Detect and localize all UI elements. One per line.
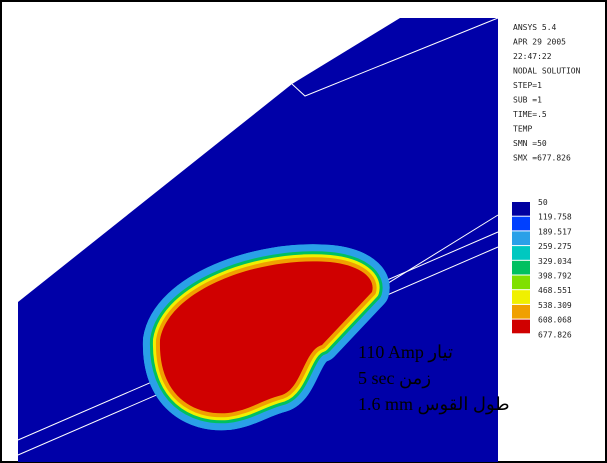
annotation: 1.6 mm طول القوس	[358, 394, 510, 415]
header-line: 22:47:22	[513, 52, 552, 61]
header-line: TEMP	[513, 125, 532, 134]
legend-swatch	[512, 231, 530, 246]
header-line: SMN =50	[513, 139, 547, 148]
annotations: 110 Amp تيار 5 sec زمن 1.6 mm طول القوس	[358, 342, 510, 415]
header-line: APR 29 2005	[513, 38, 566, 47]
legend-swatch	[512, 246, 530, 260]
header-line: ANSYS 5.4	[513, 23, 557, 32]
header-line: SMX =677.826	[513, 154, 571, 163]
legend-swatch	[512, 202, 530, 216]
legend-label: 189.517	[538, 227, 572, 236]
legend: 50 119.758 189.517 259.275 329.034 398.792 468…	[512, 198, 572, 339]
legend-swatch	[512, 260, 530, 275]
legend-label: 119.758	[538, 213, 572, 222]
header-line: SUB =1	[513, 96, 542, 105]
legend-swatch	[512, 216, 530, 231]
annotation: 5 sec زمن	[358, 368, 431, 389]
legend-label: 259.275	[538, 242, 572, 251]
legend-swatch	[512, 290, 530, 304]
legend-swatch	[512, 275, 530, 290]
legend-swatch	[512, 319, 530, 334]
legend-label: 50	[538, 198, 548, 207]
edge	[291, 17, 499, 97]
legend-label: 677.826	[538, 330, 572, 339]
legend-label: 608.068	[538, 316, 572, 325]
contour	[160, 261, 373, 413]
header-line: TIME=.5	[513, 110, 547, 119]
annotation: 110 Amp تيار	[358, 342, 453, 363]
header: ANSYS 5.4 APR 29 2005 22:47:22 NODAL SOLUTI…	[513, 23, 581, 163]
legend-label: 329.034	[538, 257, 572, 266]
legend-label: 468.551	[538, 286, 572, 295]
header-line: NODAL SOLUTION	[513, 67, 581, 76]
legend-label: 398.792	[538, 272, 572, 281]
legend-swatch	[512, 304, 530, 319]
plate	[18, 18, 498, 462]
header-line: STEP=1	[513, 81, 542, 90]
model	[17, 17, 499, 462]
legend-label: 538.309	[538, 301, 572, 310]
